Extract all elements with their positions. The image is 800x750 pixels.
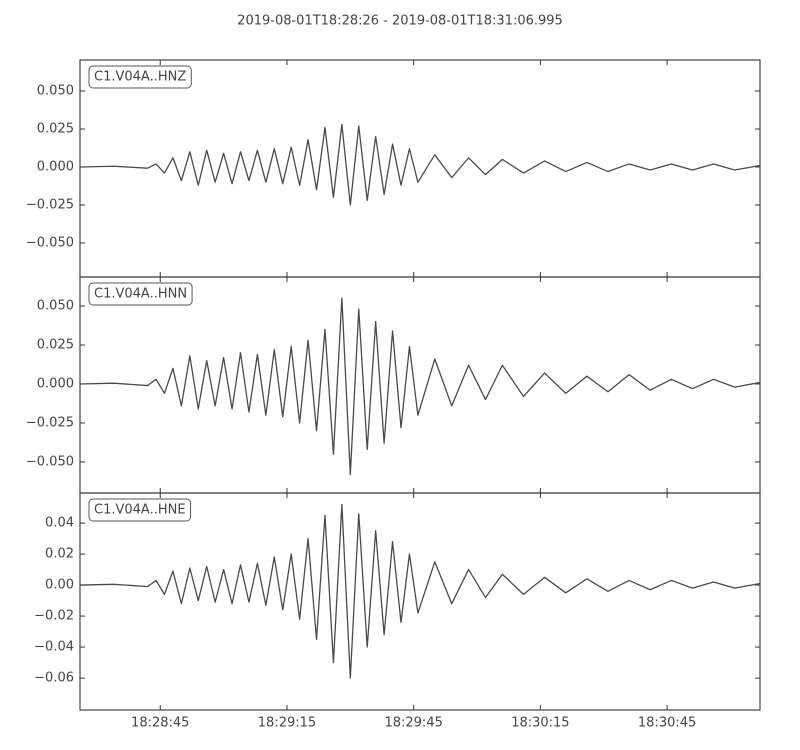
legend-label: C1.V04A..HNN — [94, 287, 187, 302]
y-tick-label: −0.050 — [26, 454, 74, 469]
legend-label: C1.V04A..HNZ — [94, 70, 186, 85]
x-tick-label: 18:28:45 — [131, 716, 189, 731]
legend-box — [88, 282, 193, 306]
x-tick-label: 18:29:45 — [384, 716, 442, 731]
y-tick-label: 0.000 — [37, 376, 74, 391]
y-tick-label: −0.02 — [34, 609, 74, 624]
axes-frame — [79, 492, 761, 711]
y-tick-label: −0.025 — [26, 415, 74, 430]
trace — [79, 297, 761, 476]
y-tick-label: 0.025 — [37, 121, 74, 136]
y-tick-label: 0.025 — [37, 337, 74, 352]
y-tick-label: 0.050 — [37, 299, 74, 314]
y-tick-label: 0.000 — [37, 159, 74, 174]
trace — [79, 123, 761, 206]
x-tick-label: 18:29:15 — [258, 716, 316, 731]
y-tick-label: −0.04 — [34, 640, 74, 655]
x-tick-label: 18:30:45 — [638, 716, 696, 731]
x-tick-label: 18:30:15 — [511, 716, 569, 731]
y-tick-label: −0.025 — [26, 197, 74, 212]
chart-title: 2019-08-01T18:28:26 - 2019-08-01T18:31:0… — [237, 14, 563, 29]
y-tick-label: 0.00 — [45, 578, 74, 593]
y-tick-label: −0.050 — [26, 235, 74, 250]
legend-box — [88, 498, 192, 522]
y-tick-label: 0.02 — [45, 547, 74, 562]
trace — [79, 503, 761, 679]
legend-label: C1.V04A..HNE — [94, 503, 186, 518]
legend-box — [88, 65, 192, 89]
y-tick-label: 0.04 — [45, 516, 74, 531]
y-tick-label: −0.06 — [34, 671, 74, 686]
y-tick-label: 0.050 — [37, 84, 74, 99]
